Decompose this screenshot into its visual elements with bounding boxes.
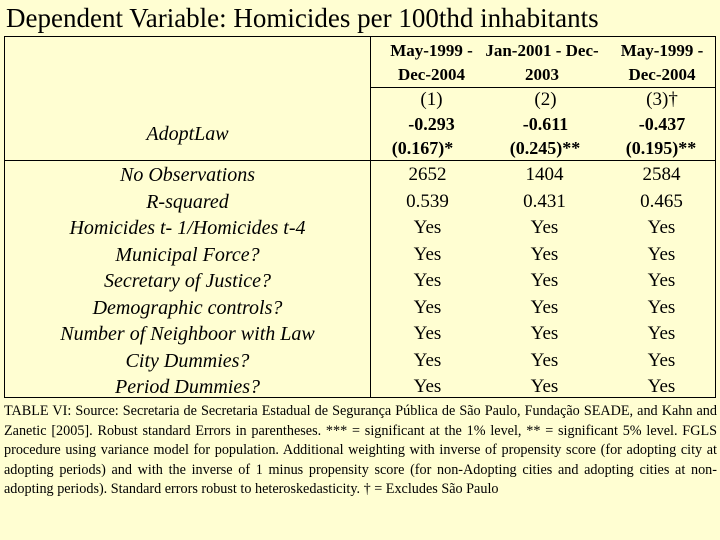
row-value: Yes (413, 376, 442, 397)
row-value: Yes (647, 349, 676, 371)
column-divider (370, 37, 371, 397)
row-value: Yes (647, 323, 676, 344)
row-value: Yes (530, 376, 559, 397)
row-value: Yes (530, 243, 559, 265)
column-3-period-line1: May-1999 - (620, 41, 704, 60)
adoptlaw-se-2: (0.245)** (509, 138, 581, 158)
row-value: 0.431 (523, 190, 566, 212)
header-divider (370, 87, 715, 88)
row-label: Secretary of Justice? (104, 270, 271, 292)
column-header-2: Jan-2001 - Dec- 2003 (480, 39, 604, 87)
row-value: 2652 (408, 164, 447, 185)
page-title: Dependent Variable: Homicides per 100thd… (6, 3, 599, 33)
row-value: 1404 (525, 164, 564, 185)
row-value: 0.465 (640, 190, 683, 212)
row-label: Number of Neighboor with Law (60, 323, 315, 345)
row-label: R-squared (146, 190, 229, 213)
row-value: Yes (530, 296, 559, 318)
row-label: Demographic controls? (92, 296, 283, 319)
row-label: Municipal Force? (115, 243, 260, 266)
column-number-2: (2) (534, 89, 557, 110)
column-2-period-line1: Jan-2001 - Dec- (485, 41, 599, 60)
column-number-3: (3)† (646, 89, 678, 110)
adoptlaw-label: AdoptLaw (146, 123, 229, 145)
column-3-period-line2: Dec-2004 (628, 65, 696, 84)
column-1-period-line2: Dec-2004 (397, 65, 466, 84)
row-value: Yes (530, 323, 559, 344)
row-label: City Dummies? (125, 349, 250, 372)
column-header-1: May-1999 - Dec-2004 (374, 39, 489, 87)
row-value: Yes (413, 349, 442, 371)
adoptlaw-coef-2: -0.611 (522, 114, 569, 134)
adoptlaw-se-1: (0.167)* (391, 138, 454, 158)
adoptlaw-se-3: (0.195)** (625, 138, 697, 158)
column-1-period-line1: May-1999 - (390, 41, 473, 60)
row-label: Period Dummies? (115, 376, 260, 398)
table-caption: TABLE VI: Source: Secretaria de Secretar… (4, 403, 717, 497)
row-value: Yes (413, 243, 442, 265)
row-value: Yes (647, 217, 676, 238)
row-value: Yes (413, 323, 442, 344)
column-2-period-line2: 2003 (525, 65, 559, 84)
adoptlaw-coef-1: -0.293 (408, 114, 455, 134)
row-value: Yes (413, 296, 442, 318)
row-value: Yes (530, 217, 559, 238)
adoptlaw-coef-3: -0.437 (638, 114, 686, 134)
row-value: 2584 (642, 164, 681, 185)
row-value: Yes (647, 296, 676, 318)
row-value: Yes (413, 217, 442, 238)
row-value: Yes (647, 270, 676, 291)
body-divider (5, 160, 715, 161)
row-label: Homicides t- 1/Homicides t-4 (69, 217, 306, 239)
row-label: No Observations (120, 164, 255, 186)
row-value: 0.539 (406, 190, 449, 212)
row-value: Yes (413, 270, 442, 291)
regression-table: May-1999 - Dec-2004 Jan-2001 - Dec- 2003… (4, 36, 716, 398)
row-value: Yes (530, 349, 559, 371)
row-value: Yes (647, 376, 676, 397)
row-value: Yes (530, 270, 559, 291)
row-value: Yes (647, 243, 676, 265)
column-header-3: May-1999 - Dec-2004 (607, 39, 717, 87)
column-number-1: (1) (420, 89, 443, 110)
